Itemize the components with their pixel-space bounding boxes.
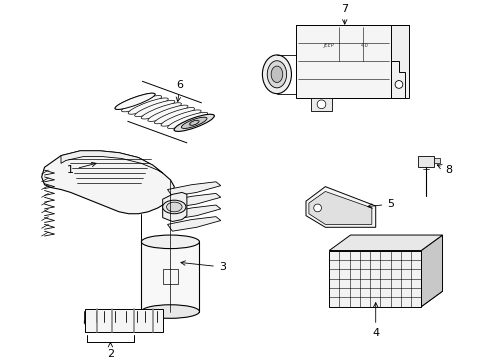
Text: 1: 1 xyxy=(66,162,96,175)
Ellipse shape xyxy=(166,202,182,212)
Circle shape xyxy=(313,204,321,212)
Ellipse shape xyxy=(270,66,282,82)
Text: 3: 3 xyxy=(181,261,225,272)
Circle shape xyxy=(394,81,402,88)
Ellipse shape xyxy=(167,112,207,129)
Ellipse shape xyxy=(262,55,291,94)
Ellipse shape xyxy=(141,103,181,119)
Ellipse shape xyxy=(174,114,214,131)
Polygon shape xyxy=(328,291,442,307)
Polygon shape xyxy=(167,205,220,220)
Ellipse shape xyxy=(161,110,201,126)
Ellipse shape xyxy=(181,117,206,129)
Text: 7: 7 xyxy=(341,4,347,24)
Polygon shape xyxy=(167,193,220,208)
Ellipse shape xyxy=(163,200,185,214)
Polygon shape xyxy=(141,242,199,311)
Polygon shape xyxy=(41,151,174,214)
Polygon shape xyxy=(308,192,371,224)
Polygon shape xyxy=(313,25,408,98)
Text: 6: 6 xyxy=(176,80,183,102)
Text: 5: 5 xyxy=(367,199,393,209)
Ellipse shape xyxy=(141,235,199,249)
Text: JEEP: JEEP xyxy=(324,43,334,48)
Ellipse shape xyxy=(174,115,214,131)
Text: 2: 2 xyxy=(106,342,114,359)
Polygon shape xyxy=(305,186,375,227)
Ellipse shape xyxy=(84,318,96,326)
Ellipse shape xyxy=(145,318,157,326)
Text: 4: 4 xyxy=(371,303,379,338)
Polygon shape xyxy=(167,217,220,231)
Ellipse shape xyxy=(115,93,155,109)
Polygon shape xyxy=(167,182,220,196)
Polygon shape xyxy=(433,158,439,163)
Ellipse shape xyxy=(267,61,286,88)
Polygon shape xyxy=(420,235,442,307)
Ellipse shape xyxy=(122,95,162,112)
Polygon shape xyxy=(328,251,420,307)
Ellipse shape xyxy=(141,305,199,318)
Polygon shape xyxy=(328,235,442,251)
Ellipse shape xyxy=(103,318,115,326)
Circle shape xyxy=(317,100,325,109)
Ellipse shape xyxy=(128,98,168,114)
Ellipse shape xyxy=(154,108,194,124)
Ellipse shape xyxy=(134,100,174,117)
Text: 4.0: 4.0 xyxy=(360,43,368,48)
Polygon shape xyxy=(310,98,331,111)
Polygon shape xyxy=(417,156,433,167)
Text: 8: 8 xyxy=(436,165,451,175)
Polygon shape xyxy=(296,25,390,98)
Ellipse shape xyxy=(115,93,155,109)
Ellipse shape xyxy=(125,318,137,326)
Ellipse shape xyxy=(147,105,187,121)
Polygon shape xyxy=(61,151,163,173)
Polygon shape xyxy=(390,61,404,98)
Polygon shape xyxy=(163,193,186,221)
Polygon shape xyxy=(85,309,163,332)
